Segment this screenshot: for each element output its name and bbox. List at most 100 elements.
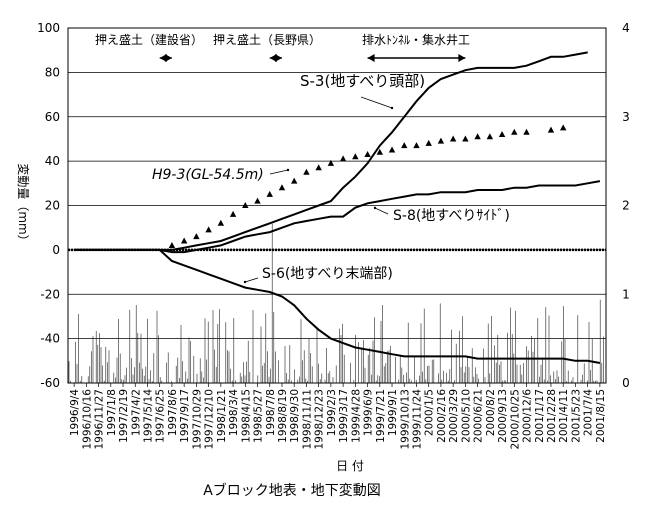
triangle-marker	[474, 133, 481, 140]
triangle-marker	[242, 202, 249, 208]
arrow-head-right	[274, 54, 282, 62]
triangle-marker	[364, 150, 371, 157]
triangle-marker	[193, 233, 200, 240]
x-tick-label: 1999/9/1	[387, 389, 399, 436]
x-tick-label: 1997/1/8	[106, 389, 118, 436]
arrow-head-left	[367, 54, 375, 62]
x-tick-label: 2000/1/5	[424, 389, 436, 436]
x-tick-label: 2000/10/25	[509, 389, 521, 450]
triangle-marker	[327, 159, 335, 166]
x-tick-label: 1997/5/14	[142, 389, 154, 443]
x-tick-label: 1997/4/2	[130, 389, 142, 436]
triangle-marker	[254, 197, 261, 204]
y-tick-label: 0	[52, 243, 60, 257]
x-tick-label: 1998/3/4	[228, 389, 240, 436]
triangle-marker	[352, 153, 359, 160]
y-axis-label: 変動量（mm）	[16, 163, 31, 246]
x-tick-label: 1998/12/23	[314, 389, 326, 450]
x-tick-label: 1998/1/21	[216, 389, 228, 443]
x-tick-label: 2000/5/10	[460, 389, 472, 443]
x-tick-label: 2001/2/28	[546, 389, 558, 443]
x-tick-label: 1998/4/15	[240, 389, 252, 443]
chart-title: Aブロック地表・地下変動図	[203, 482, 381, 499]
label-pointer	[244, 277, 259, 283]
y-tick-label: -40	[40, 332, 60, 346]
x-tick-label: 1999/2/3	[326, 389, 338, 436]
series-line	[74, 248, 601, 364]
x-tick-label: 2001/8/15	[595, 389, 607, 443]
triangle-marker	[217, 219, 225, 226]
triangle-marker	[560, 124, 567, 131]
annotation-label: 押え盛土（長野県）	[213, 32, 321, 47]
x-tick-label: 1998/9/30	[289, 389, 301, 443]
y2-tick-label: 4	[622, 21, 630, 35]
label-pointer	[374, 207, 389, 215]
y-ticks: -60 -40 -20 0 20 40 60 80 100	[37, 21, 60, 390]
series-line	[74, 180, 601, 254]
y2-tick-label: 3	[622, 110, 630, 124]
x-tick-label: 1999/3/17	[338, 389, 350, 443]
markers	[168, 124, 567, 248]
x-axis-label: 日 付	[336, 459, 364, 473]
x-tick-label: 2000/2/16	[436, 389, 448, 443]
y2-tick-label: 1	[622, 287, 630, 301]
y-tick-label: -20	[40, 287, 60, 301]
x-tick-label: 1996/10/16	[81, 389, 93, 450]
x-tick-label: 2000/8/2	[485, 389, 497, 436]
x-tick-label: 2000/12/6	[522, 389, 534, 443]
x-tick-label: 1999/10/13	[399, 389, 411, 450]
y2-tick-label: 0	[622, 376, 630, 390]
triangle-marker	[205, 226, 212, 233]
y2-ticks: 0 1 2 3 4	[622, 21, 630, 390]
x-tick-label: 2001/7/4	[583, 389, 595, 436]
x-tick-label: 1999/6/9	[363, 389, 375, 436]
x-tick-label: 1997/12/10	[204, 389, 216, 450]
y-tick-label: -60	[40, 376, 60, 390]
y-tick-label: 100	[37, 21, 60, 35]
triangle-marker	[401, 142, 408, 149]
plot-area-frame	[67, 27, 607, 384]
annotations: 押え盛土（建設省） 押え盛土（長野県） 排水ﾄﾝﾈﾙ・集水井工 S-3(地すべり頭部)…	[95, 32, 510, 284]
triangle-marker	[315, 164, 322, 171]
label-pointer-tip	[373, 206, 377, 210]
label-pointer-tip	[243, 280, 247, 284]
gridlines	[68, 72, 606, 339]
x-tick-label: 1998/5/27	[253, 389, 265, 443]
triangle-marker	[425, 139, 432, 146]
x-tick-label: 1996/9/4	[69, 389, 81, 436]
series-label: H9-3(GL-54.5m)	[152, 167, 264, 183]
triangle-marker	[278, 184, 286, 191]
triangle-marker	[229, 210, 237, 217]
x-tick-label: 2001/5/23	[570, 389, 582, 443]
series-line	[74, 51, 588, 251]
y-tick-label: 80	[45, 65, 60, 79]
x-tick-label: 1997/8/6	[167, 389, 179, 436]
triangle-marker	[291, 177, 298, 184]
triangle-marker	[180, 237, 188, 244]
y-tick-label: 40	[45, 154, 60, 168]
series-label: S-6(地すべり末端部)	[262, 266, 393, 282]
x-tick-label: 1997/10/29	[191, 389, 203, 450]
x-tick-label: 2000/3/29	[448, 389, 460, 443]
y-tick-label: 20	[45, 199, 60, 213]
x-ticks: 1996/9/4 1996/10/16 1996/11/27 1997/1/8 1997…	[69, 383, 607, 450]
x-tick-label: 1998/8/19	[277, 389, 289, 443]
x-tick-label: 1999/7/21	[375, 389, 387, 443]
x-tick-label: 1998/7/8	[265, 389, 277, 436]
triangle-marker	[266, 190, 273, 197]
label-pointer-tip	[390, 106, 394, 110]
triangle-marker	[339, 155, 347, 162]
rain-bars	[68, 223, 604, 383]
arrow-head-right	[164, 54, 172, 62]
annotation-label: 押え盛土（建設省）	[95, 32, 203, 47]
triangle-marker	[511, 128, 518, 135]
triangle-marker	[449, 135, 457, 142]
label-pointer-tip	[286, 168, 290, 172]
arrow-head-right	[458, 54, 466, 62]
x-tick-label: 1996/11/27	[94, 389, 106, 450]
triangle-marker	[376, 148, 383, 155]
triangle-marker	[388, 146, 396, 153]
y2-tick-label: 2	[622, 199, 630, 213]
triangle-marker	[413, 142, 420, 149]
